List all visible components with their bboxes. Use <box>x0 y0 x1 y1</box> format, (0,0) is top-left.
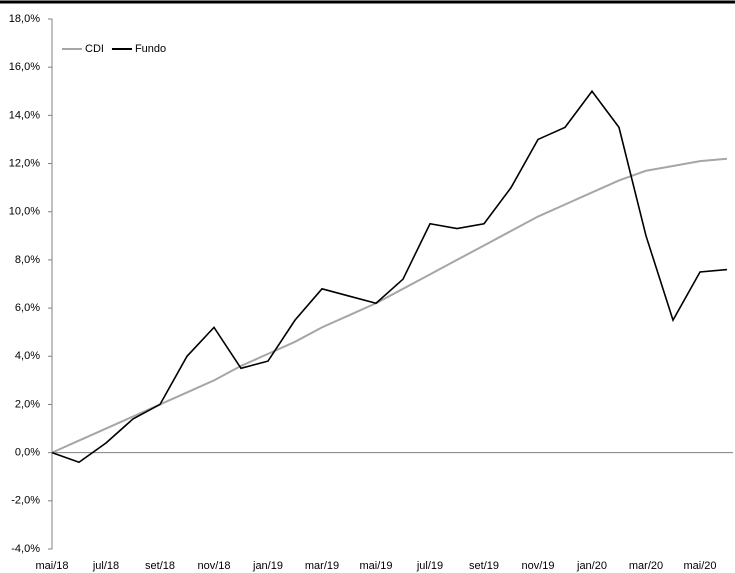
x-tick-label: jul/19 <box>416 560 443 572</box>
y-tick-label: 10,0% <box>9 206 40 218</box>
y-tick-label: 6,0% <box>15 302 40 314</box>
y-tick-label: 0,0% <box>15 447 40 459</box>
y-tick-label: -2,0% <box>11 495 40 507</box>
legend-label: CDI <box>85 43 104 55</box>
x-tick-label: jan/20 <box>576 560 607 572</box>
x-tick-label: mar/19 <box>305 560 339 572</box>
x-tick-label: mai/20 <box>683 560 716 572</box>
x-tick-label: mai/18 <box>35 560 68 572</box>
x-tick-label: jan/19 <box>252 560 283 572</box>
x-tick-label: set/18 <box>145 560 175 572</box>
y-tick-label: 18,0% <box>9 13 40 25</box>
x-tick-label: nov/19 <box>521 560 554 572</box>
y-tick-label: 16,0% <box>9 61 40 73</box>
series-line <box>51 89 728 464</box>
y-tick-label: 4,0% <box>15 350 40 362</box>
x-tick-label: set/19 <box>469 560 499 572</box>
x-tick-label: nov/18 <box>197 560 230 572</box>
y-tick-label: -4,0% <box>11 543 40 555</box>
x-tick-label: mar/20 <box>629 560 663 572</box>
y-tick-label: 14,0% <box>9 109 40 121</box>
x-tick-label: mai/19 <box>359 560 392 572</box>
series-line <box>51 157 728 454</box>
y-tick-label: 8,0% <box>15 254 40 266</box>
y-tick-label: 2,0% <box>15 398 40 410</box>
x-tick-label: jul/18 <box>92 560 119 572</box>
legend-label: Fundo <box>135 43 166 55</box>
y-tick-label: 12,0% <box>9 157 40 169</box>
